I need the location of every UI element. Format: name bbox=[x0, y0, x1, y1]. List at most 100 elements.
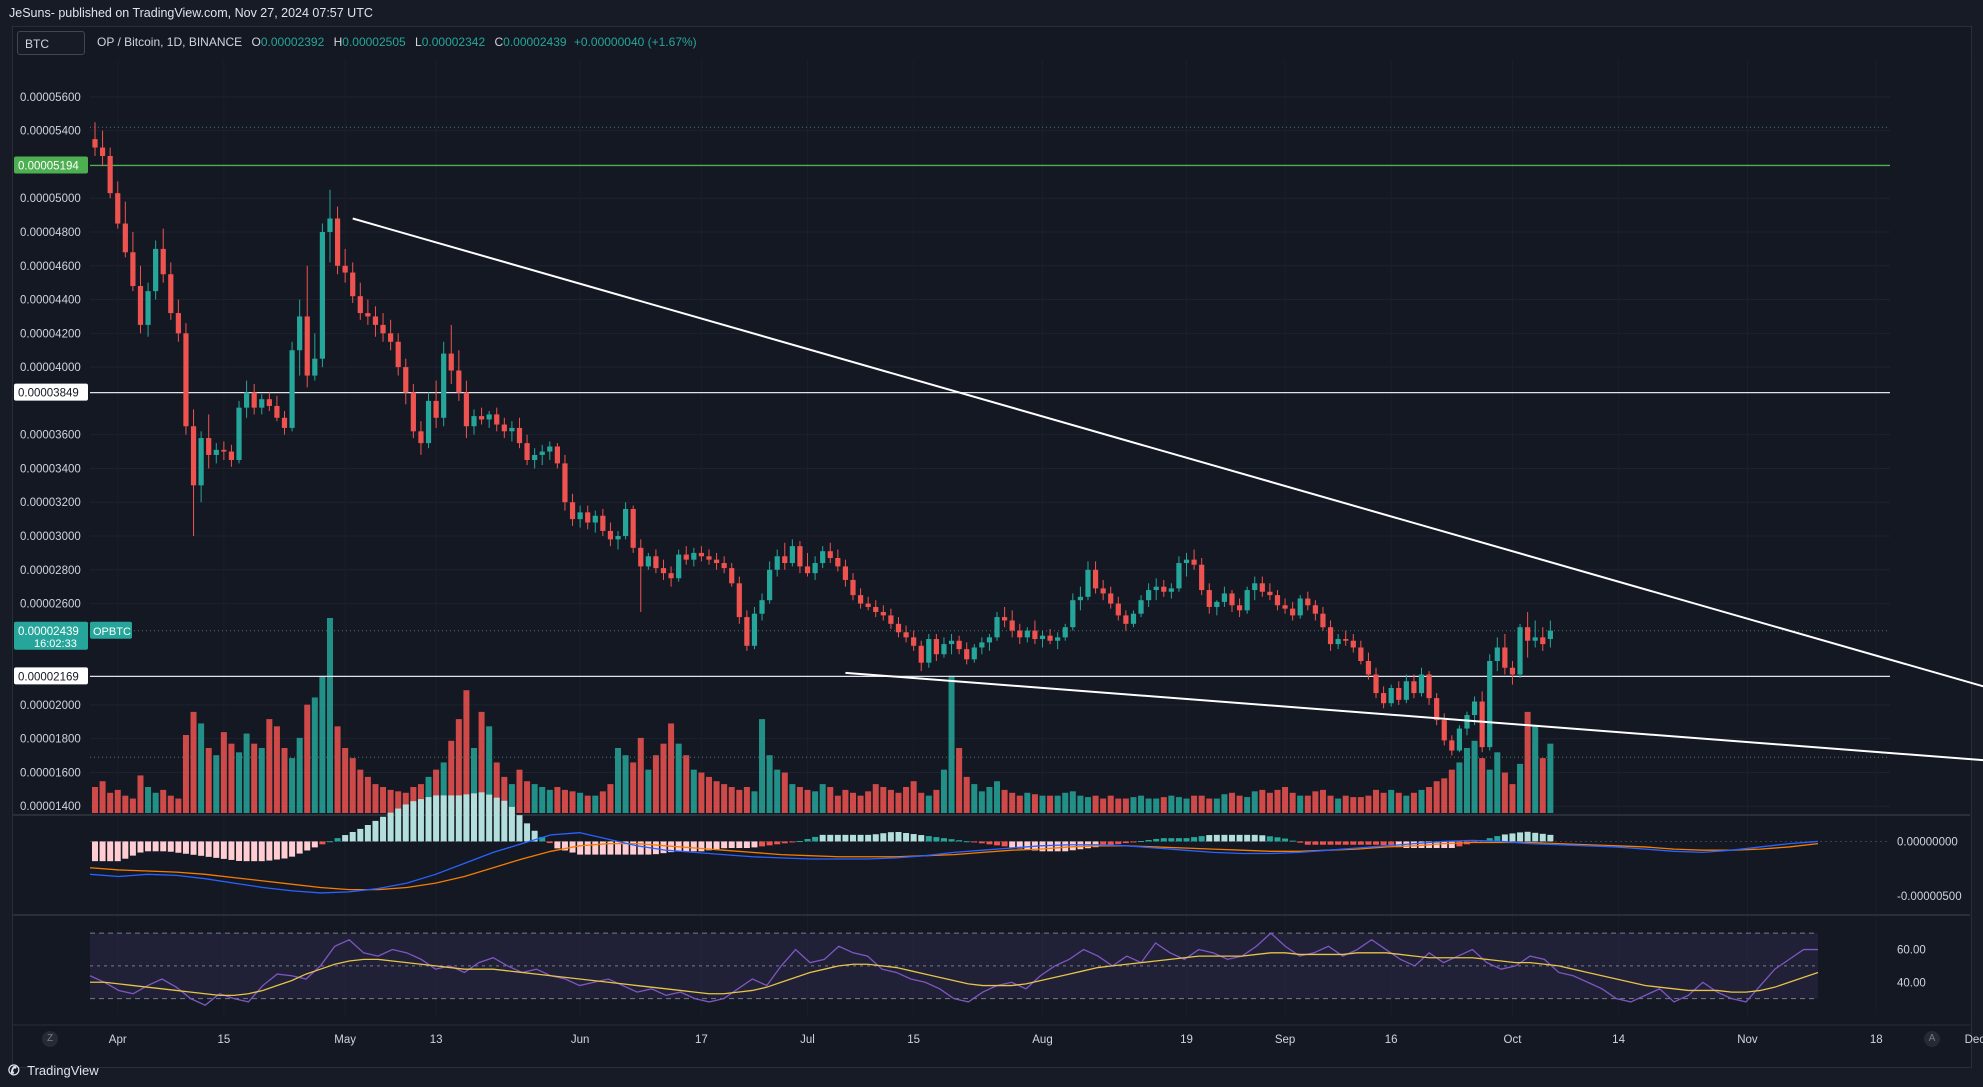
volume-bar bbox=[1448, 769, 1455, 813]
macd-histogram-bar bbox=[925, 836, 932, 842]
y-axis-tick-label: 0.00003400 bbox=[20, 463, 81, 475]
macd-histogram-bar bbox=[99, 841, 106, 862]
candle-body bbox=[1403, 681, 1409, 700]
volume-bar bbox=[1183, 798, 1190, 813]
candle-body bbox=[122, 223, 128, 253]
macd-histogram-bar bbox=[1327, 841, 1334, 845]
candle-body bbox=[888, 615, 894, 624]
volume-bar bbox=[971, 784, 978, 813]
candle-body bbox=[327, 218, 333, 233]
macd-histogram-bar bbox=[122, 841, 129, 859]
volume-bar bbox=[524, 781, 531, 813]
candle-body bbox=[228, 451, 235, 461]
macd-histogram-bar bbox=[887, 832, 894, 842]
volume-bar bbox=[1319, 789, 1326, 813]
volume-bar bbox=[1350, 797, 1357, 813]
volume-bar bbox=[1138, 795, 1145, 813]
symbol-search-box[interactable]: BTC bbox=[17, 31, 85, 55]
macd-histogram-bar bbox=[918, 835, 925, 842]
legend-open-key: O bbox=[251, 35, 261, 49]
volume-bar bbox=[1365, 795, 1372, 813]
volume-bar bbox=[190, 711, 197, 813]
macd-histogram-bar bbox=[92, 841, 98, 862]
volume-bar bbox=[395, 791, 402, 813]
volume-bar bbox=[925, 795, 932, 813]
candle-body bbox=[683, 554, 689, 560]
y-axis-tick-label: 0.00005600 bbox=[20, 92, 81, 104]
candle-body bbox=[1312, 605, 1318, 614]
y-axis-tick-label: 0.00003000 bbox=[20, 531, 81, 543]
auto-scale-icon[interactable]: A bbox=[1924, 1031, 1940, 1047]
candle-body bbox=[1214, 601, 1220, 607]
y-axis-tick-label: 0.00002000 bbox=[20, 700, 81, 712]
candle-body bbox=[956, 640, 962, 650]
volume-bar bbox=[1388, 789, 1395, 813]
macd-histogram-bar bbox=[1168, 838, 1175, 842]
price-label: 0.00002439 bbox=[18, 626, 79, 638]
volume-bar bbox=[1122, 798, 1129, 813]
macd-signal-line bbox=[89, 841, 1819, 891]
countdown-label: 16:02:33 bbox=[34, 638, 77, 650]
candle-body bbox=[1441, 720, 1447, 741]
macd-histogram-bar bbox=[690, 841, 697, 852]
legend-change: +0.00000040 (+1.67%) bbox=[573, 35, 697, 49]
volume-bar bbox=[258, 748, 265, 813]
macd-histogram-bar bbox=[940, 838, 947, 842]
zoom-icon[interactable]: Z bbox=[42, 1031, 58, 1047]
candle-body bbox=[706, 556, 712, 560]
volume-bar bbox=[577, 792, 584, 813]
macd-histogram-bar bbox=[342, 835, 349, 842]
macd-histogram-bar bbox=[410, 801, 417, 842]
macd-histogram-bar bbox=[334, 838, 341, 842]
volume-bar bbox=[789, 784, 796, 813]
macd-histogram-bar bbox=[1016, 841, 1023, 849]
volume-bar bbox=[1062, 792, 1069, 813]
macd-histogram-bar bbox=[1304, 841, 1311, 845]
candle-body bbox=[767, 569, 773, 601]
macd-histogram-bar bbox=[622, 841, 629, 855]
volume-bar bbox=[842, 789, 849, 813]
volume-bar bbox=[433, 769, 440, 813]
macd-histogram-bar bbox=[1009, 841, 1016, 848]
candle-body bbox=[804, 566, 811, 574]
candle-body bbox=[441, 353, 447, 418]
macd-histogram-bar bbox=[198, 841, 205, 856]
volume-bar bbox=[1509, 784, 1516, 813]
macd-histogram-bar bbox=[516, 815, 523, 842]
publish-header: JeSuns- published on TradingView.com, No… bbox=[0, 0, 1983, 26]
volume-bar bbox=[1198, 795, 1205, 813]
macd-histogram-bar bbox=[994, 841, 1001, 846]
y-axis-tick-label: 0.00002800 bbox=[20, 565, 81, 577]
price-label: 0.00005194 bbox=[18, 160, 79, 172]
macd-histogram-bar bbox=[220, 841, 227, 859]
candle-body bbox=[1297, 598, 1303, 616]
volume-bar bbox=[137, 775, 144, 813]
macd-histogram-bar bbox=[251, 841, 258, 862]
volume-bar bbox=[326, 618, 333, 813]
macd-histogram-bar bbox=[963, 841, 970, 843]
volume-bar bbox=[1213, 798, 1220, 813]
volume-bar bbox=[1251, 791, 1258, 813]
macd-histogram-bar bbox=[903, 833, 910, 842]
candle-body bbox=[615, 536, 621, 540]
macd-histogram-bar bbox=[1244, 834, 1251, 842]
volume-bar bbox=[1016, 795, 1023, 813]
candle-body bbox=[1540, 637, 1546, 645]
volume-bar bbox=[357, 769, 364, 813]
macd-histogram-bar bbox=[213, 841, 220, 858]
price-label-box bbox=[14, 156, 88, 174]
volume-bar bbox=[160, 789, 167, 813]
volume-bar bbox=[1221, 794, 1228, 813]
volume-bar bbox=[220, 732, 227, 813]
macd-histogram-bar bbox=[1350, 841, 1357, 845]
volume-bar bbox=[834, 795, 841, 813]
volume-bar bbox=[743, 787, 750, 813]
volume-bar bbox=[1494, 752, 1501, 813]
candle-body bbox=[986, 637, 993, 643]
y-axis-tick-label: 0.00003600 bbox=[20, 430, 81, 442]
candle-body bbox=[918, 645, 924, 663]
volume-bar bbox=[205, 748, 212, 813]
candle-body bbox=[873, 606, 879, 613]
x-axis-tick-label: May bbox=[334, 1034, 356, 1046]
